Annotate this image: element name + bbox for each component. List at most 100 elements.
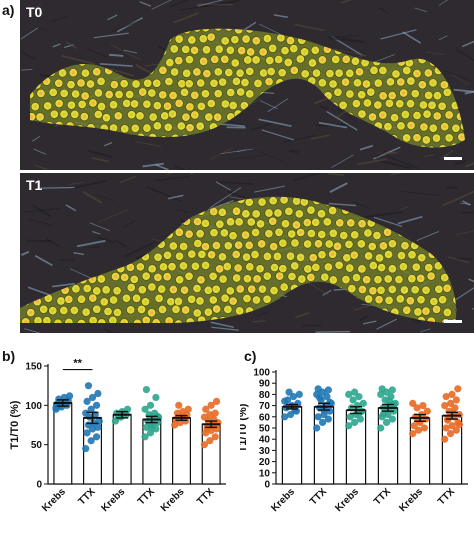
data-point	[388, 386, 396, 394]
data-point	[316, 394, 324, 402]
data-point	[446, 399, 455, 407]
y-tick-label: 0	[36, 480, 42, 491]
data-point	[423, 407, 431, 415]
data-point	[146, 429, 155, 437]
panel-a-letter: a)	[2, 2, 15, 18]
data-point	[152, 393, 160, 402]
data-point	[409, 399, 417, 407]
data-point	[326, 398, 334, 406]
x-tick-label: Krebs	[333, 486, 361, 514]
bar-krebs	[53, 402, 73, 485]
data-point	[87, 405, 95, 413]
data-point	[420, 424, 428, 432]
data-point	[444, 416, 452, 424]
data-point	[454, 385, 462, 393]
data-point	[452, 396, 460, 404]
data-point	[355, 393, 363, 401]
data-point	[212, 397, 221, 405]
micrograph-t1-label: T1	[26, 177, 43, 193]
micrograph-t0-label: T0	[26, 4, 43, 20]
data-point	[452, 426, 460, 434]
data-point	[442, 393, 450, 401]
data-point	[441, 435, 449, 443]
y-tick-label: 0	[264, 480, 270, 491]
data-point	[285, 388, 293, 396]
y-tick-label: 10	[259, 468, 271, 479]
x-tick-label: Krebs	[159, 486, 187, 514]
panel-b-letter: b)	[2, 348, 16, 364]
data-point	[206, 437, 214, 445]
data-point	[419, 402, 427, 410]
data-point	[451, 404, 459, 412]
x-tick-label: Krebs	[397, 486, 425, 514]
data-point	[202, 405, 210, 413]
data-point	[345, 390, 353, 398]
y-tick-label: 60	[259, 412, 271, 423]
data-point	[314, 413, 322, 421]
micrograph-t1-image	[20, 173, 474, 333]
data-point	[94, 389, 102, 398]
y-axis-label: T1/T0 (%)	[9, 400, 21, 449]
data-point	[281, 413, 289, 421]
data-point	[286, 410, 295, 419]
data-point	[171, 421, 179, 429]
y-tick-label: 90	[259, 379, 271, 390]
data-point	[349, 396, 357, 404]
data-point	[385, 397, 394, 405]
y-tick-label: 50	[31, 440, 43, 451]
data-point	[313, 424, 321, 432]
y-tick-label: 100	[25, 401, 42, 412]
data-point	[82, 445, 90, 453]
data-point	[410, 422, 418, 430]
y-tick-label: 150	[25, 362, 42, 373]
data-point	[409, 430, 417, 438]
data-point	[414, 426, 423, 434]
data-point	[377, 390, 385, 398]
data-point	[350, 418, 359, 426]
data-point	[211, 433, 219, 441]
data-point	[207, 401, 215, 409]
data-point	[388, 415, 396, 423]
micrograph-t0: T0	[20, 0, 474, 170]
data-point	[83, 429, 91, 437]
y-tick-label: 100	[253, 368, 270, 379]
data-point	[359, 399, 367, 407]
data-point	[318, 418, 327, 426]
data-point	[175, 401, 183, 409]
data-point	[289, 393, 298, 401]
y-tick-label: 30	[259, 446, 271, 457]
data-point	[378, 385, 386, 393]
data-point	[345, 422, 353, 430]
data-point	[52, 404, 60, 412]
data-point	[377, 424, 385, 432]
y-tick-label: 20	[259, 457, 271, 468]
data-point	[413, 404, 421, 412]
data-point	[206, 411, 214, 419]
y-tick-label: 50	[259, 424, 271, 435]
data-point	[200, 441, 209, 449]
scale-bar-t1	[444, 320, 462, 323]
data-point	[65, 392, 74, 400]
significance-label: **	[73, 358, 82, 370]
data-point	[211, 409, 219, 417]
data-point	[441, 402, 449, 410]
data-point	[184, 405, 192, 413]
data-point	[442, 424, 450, 432]
y-tick-label: 70	[259, 401, 271, 412]
x-tick-label: Krebs	[40, 486, 68, 514]
x-tick-label: TTX	[308, 486, 329, 507]
data-point	[448, 422, 456, 430]
data-point	[141, 405, 149, 413]
x-tick-label: TTX	[76, 486, 97, 507]
y-tick-label: 40	[259, 435, 271, 446]
x-tick-label: TTX	[372, 486, 393, 507]
micrograph-t1: T1	[20, 173, 474, 333]
data-point	[142, 386, 151, 394]
micrograph-t0-image	[20, 0, 474, 170]
data-point	[324, 415, 332, 423]
data-point	[346, 413, 354, 421]
data-point	[356, 415, 364, 423]
x-tick-label: Krebs	[269, 486, 297, 514]
